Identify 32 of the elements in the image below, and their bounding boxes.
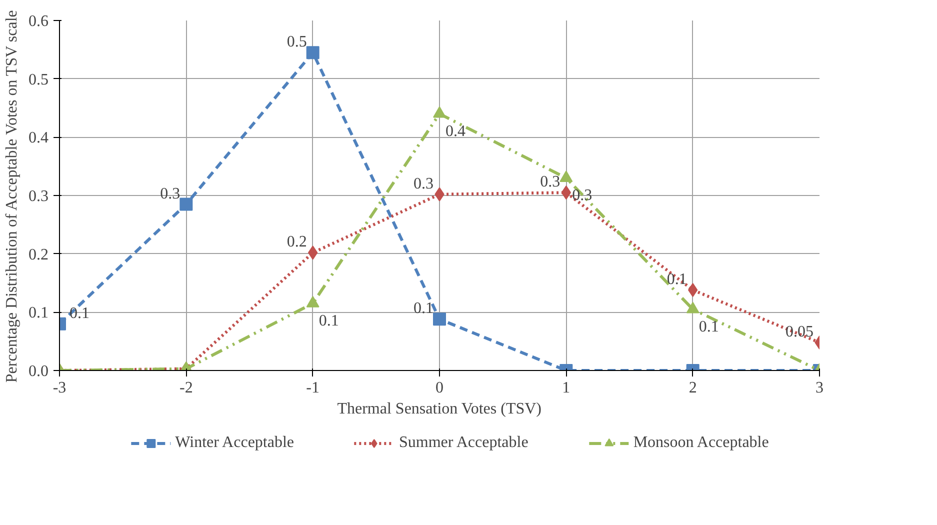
- data-label: 0.4: [446, 122, 466, 140]
- x-tick-label: 1: [562, 380, 570, 396]
- x-tick-label: 3: [816, 380, 824, 396]
- point: [686, 302, 700, 314]
- y-tick-label: 0.0: [28, 363, 48, 380]
- data-label: 0.3: [160, 185, 180, 202]
- x-tick-label: 0: [436, 380, 444, 396]
- data-label: 0.1: [318, 312, 339, 330]
- point: [180, 198, 193, 211]
- legend-label: Monsoon Acceptable: [633, 434, 769, 452]
- data-label: 0.5: [286, 34, 307, 51]
- data-label: 0.1: [414, 300, 434, 318]
- y-tick-label: 0.3: [28, 188, 48, 205]
- y-tick-label: 0.1: [28, 304, 48, 322]
- point: [306, 296, 320, 308]
- x-tick-label: -2: [180, 380, 193, 396]
- legend-label: Winter Acceptable: [175, 434, 294, 452]
- x-tick-label: -1: [306, 380, 320, 396]
- legend-label: Summer Acceptable: [399, 434, 528, 452]
- y-tick-label: 0.5: [28, 71, 48, 88]
- data-label: 0.1: [70, 304, 90, 322]
- x-tick-label: -3: [52, 380, 66, 396]
- data-label: 0.3: [414, 175, 434, 192]
- data-label: 0.1: [698, 318, 719, 336]
- y-axis-title: Percentage Distribution of Acceptable Votes on TSV scale: [4, 10, 20, 383]
- y-tick-label: 0.6: [28, 13, 48, 30]
- y-tick-label: 0.2: [28, 246, 48, 264]
- y-tick-label: 0.4: [28, 130, 48, 147]
- data-label: 0.3: [540, 174, 560, 191]
- data-label: 0.2: [286, 234, 307, 251]
- x-tick-label: 2: [688, 380, 697, 396]
- x-axis-title: Thermal Sensation Votes (TSV): [337, 400, 542, 418]
